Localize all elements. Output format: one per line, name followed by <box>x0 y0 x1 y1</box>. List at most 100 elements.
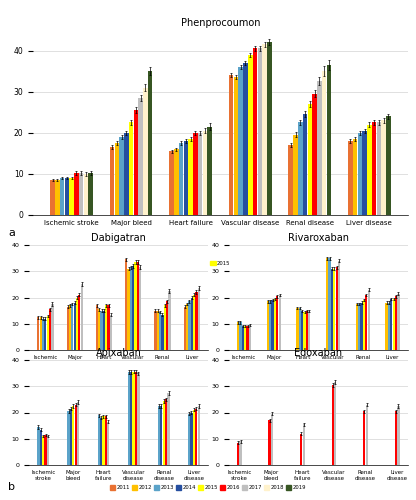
Bar <box>358 304 360 350</box>
Bar <box>188 414 190 465</box>
Bar <box>386 116 391 215</box>
Bar <box>74 302 76 350</box>
Bar <box>78 295 80 350</box>
Bar <box>237 322 239 350</box>
Bar <box>89 173 93 215</box>
Bar <box>132 372 135 465</box>
Bar <box>163 400 165 465</box>
Bar <box>191 412 193 465</box>
Bar <box>169 152 174 215</box>
Bar <box>67 306 69 350</box>
Bar <box>125 260 127 350</box>
Title: Rivaroxaban: Rivaroxaban <box>288 233 349 243</box>
Bar <box>288 145 293 215</box>
Bar <box>159 312 161 350</box>
Bar <box>154 310 156 350</box>
Bar <box>74 404 77 465</box>
Bar <box>242 326 244 350</box>
Bar <box>193 410 195 465</box>
Bar <box>47 316 49 350</box>
Bar <box>361 302 363 350</box>
Bar <box>55 180 59 215</box>
Bar <box>332 385 334 465</box>
Bar <box>40 430 42 465</box>
Bar <box>322 71 327 215</box>
Bar <box>128 372 130 465</box>
Bar <box>302 424 305 465</box>
Bar <box>388 302 390 350</box>
Bar <box>397 406 399 465</box>
Bar <box>363 411 366 465</box>
Bar <box>101 310 103 350</box>
Bar <box>107 422 109 465</box>
Bar <box>258 48 262 215</box>
Bar <box>44 318 47 350</box>
Bar <box>102 416 105 465</box>
Bar <box>303 312 306 350</box>
Bar <box>107 306 110 350</box>
Bar <box>269 302 271 350</box>
Bar <box>69 178 74 215</box>
Bar <box>366 404 368 465</box>
Bar <box>188 302 191 350</box>
Bar <box>271 300 274 350</box>
Bar <box>312 94 317 215</box>
Legend: 2011, 2012, 2013, 2014, 2015, 2016, 2017, 2018, 2019: 2011, 2012, 2013, 2014, 2015, 2016, 2017… <box>108 483 308 492</box>
Bar <box>365 295 367 350</box>
Bar <box>195 292 198 350</box>
Bar <box>105 416 107 465</box>
Bar <box>163 306 166 350</box>
Title: Dabigatran: Dabigatran <box>91 233 146 243</box>
Bar <box>363 300 365 350</box>
Bar <box>179 143 183 215</box>
Bar <box>174 149 179 215</box>
Bar <box>308 310 310 350</box>
Bar <box>348 141 352 215</box>
Bar <box>49 310 51 350</box>
Bar <box>395 411 397 465</box>
Bar <box>184 141 188 215</box>
Bar <box>124 133 129 215</box>
Bar <box>77 402 79 465</box>
Bar <box>60 178 64 215</box>
Bar <box>191 298 193 350</box>
Bar <box>385 302 388 350</box>
Bar <box>262 44 267 215</box>
Title: Edoxaban: Edoxaban <box>294 348 342 358</box>
Bar <box>76 298 78 350</box>
Bar <box>130 372 132 465</box>
Bar <box>51 304 54 350</box>
Bar <box>127 268 130 350</box>
Bar <box>72 406 74 465</box>
Bar <box>234 78 238 215</box>
Bar <box>208 126 212 215</box>
Bar <box>139 268 141 350</box>
Bar <box>306 310 308 350</box>
Bar <box>267 42 272 215</box>
Bar <box>372 122 376 215</box>
Bar <box>244 326 246 350</box>
Bar <box>327 65 331 215</box>
Bar <box>74 173 79 215</box>
Text: b: b <box>8 482 15 492</box>
Bar <box>301 310 303 350</box>
Bar <box>240 442 242 465</box>
Bar <box>390 299 392 350</box>
Bar <box>376 122 381 215</box>
Bar <box>97 415 100 465</box>
Legend: 2011, 2012, 2013, 2014, 2015, 2016, 2017, 2018, 2019: 2011, 2012, 2013, 2014, 2015, 2016, 2017… <box>121 258 320 268</box>
Bar <box>79 173 83 215</box>
Bar <box>45 435 47 465</box>
Bar <box>143 88 148 215</box>
Bar <box>130 268 132 350</box>
Bar <box>293 135 298 215</box>
Bar <box>70 408 72 465</box>
Bar <box>69 306 71 350</box>
Bar <box>168 393 170 465</box>
Bar <box>397 294 399 350</box>
Bar <box>137 373 140 465</box>
Bar <box>381 120 386 215</box>
Bar <box>129 122 134 215</box>
Bar <box>362 130 367 215</box>
Bar <box>47 436 49 465</box>
